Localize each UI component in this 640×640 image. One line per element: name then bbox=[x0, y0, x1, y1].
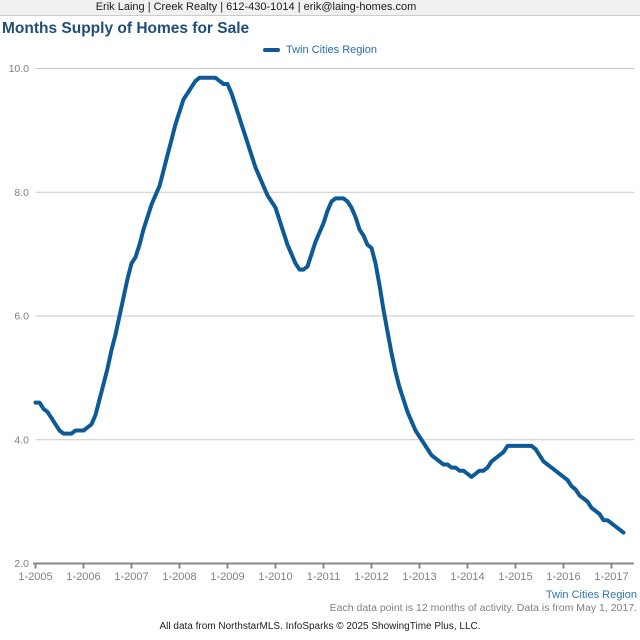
x-axis-tick-label: 1-2017 bbox=[594, 571, 628, 583]
y-axis-tick-label: 10.0 bbox=[9, 63, 30, 75]
x-axis-tick-label: 1-2010 bbox=[258, 571, 292, 583]
x-axis-tick-label: 1-2007 bbox=[114, 571, 148, 583]
x-axis-tick-label: 1-2009 bbox=[210, 571, 244, 583]
activity-note: Each data point is 12 months of activity… bbox=[329, 602, 637, 614]
x-axis-tick-label: 1-2005 bbox=[18, 571, 52, 583]
x-axis-tick-label: 1-2011 bbox=[307, 571, 340, 583]
legend-line-swatch-icon bbox=[262, 48, 280, 52]
y-axis-tick-label: 6.0 bbox=[14, 311, 29, 323]
header-bar: Erik Laing | Creek Realty | 612-430-1014… bbox=[0, 0, 640, 16]
y-axis-tick-label: 2.0 bbox=[14, 558, 29, 570]
y-axis-tick-label: 8.0 bbox=[14, 187, 29, 199]
series-line-twin-cities-region[interactable] bbox=[33, 75, 626, 535]
x-axis-tick-label: 1-2014 bbox=[450, 571, 484, 583]
x-axis-tick-label: 1-2008 bbox=[162, 571, 196, 583]
page-title: Months Supply of Homes for Sale bbox=[2, 20, 250, 37]
contact-line: Erik Laing | Creek Realty | 612-430-1014… bbox=[95, 1, 417, 13]
x-axis-tick-label: 1-2016 bbox=[546, 571, 580, 583]
legend-item-twin-cities-region[interactable]: Twin Cities Region bbox=[0, 43, 640, 57]
legend-label: Twin Cities Region bbox=[285, 44, 378, 56]
x-axis-tick-label: 1-2013 bbox=[402, 571, 436, 583]
attribution-note: All data from NorthstarMLS. InfoSparks ©… bbox=[159, 621, 481, 632]
x-axis-tick-label: 1-2006 bbox=[66, 571, 100, 583]
region-label: Twin Cities Region bbox=[545, 589, 637, 601]
y-axis-tick-label: 4.0 bbox=[14, 434, 29, 446]
x-axis-tick-label: 1-2015 bbox=[498, 571, 532, 583]
x-axis-tick-label: 1-2012 bbox=[354, 571, 388, 583]
